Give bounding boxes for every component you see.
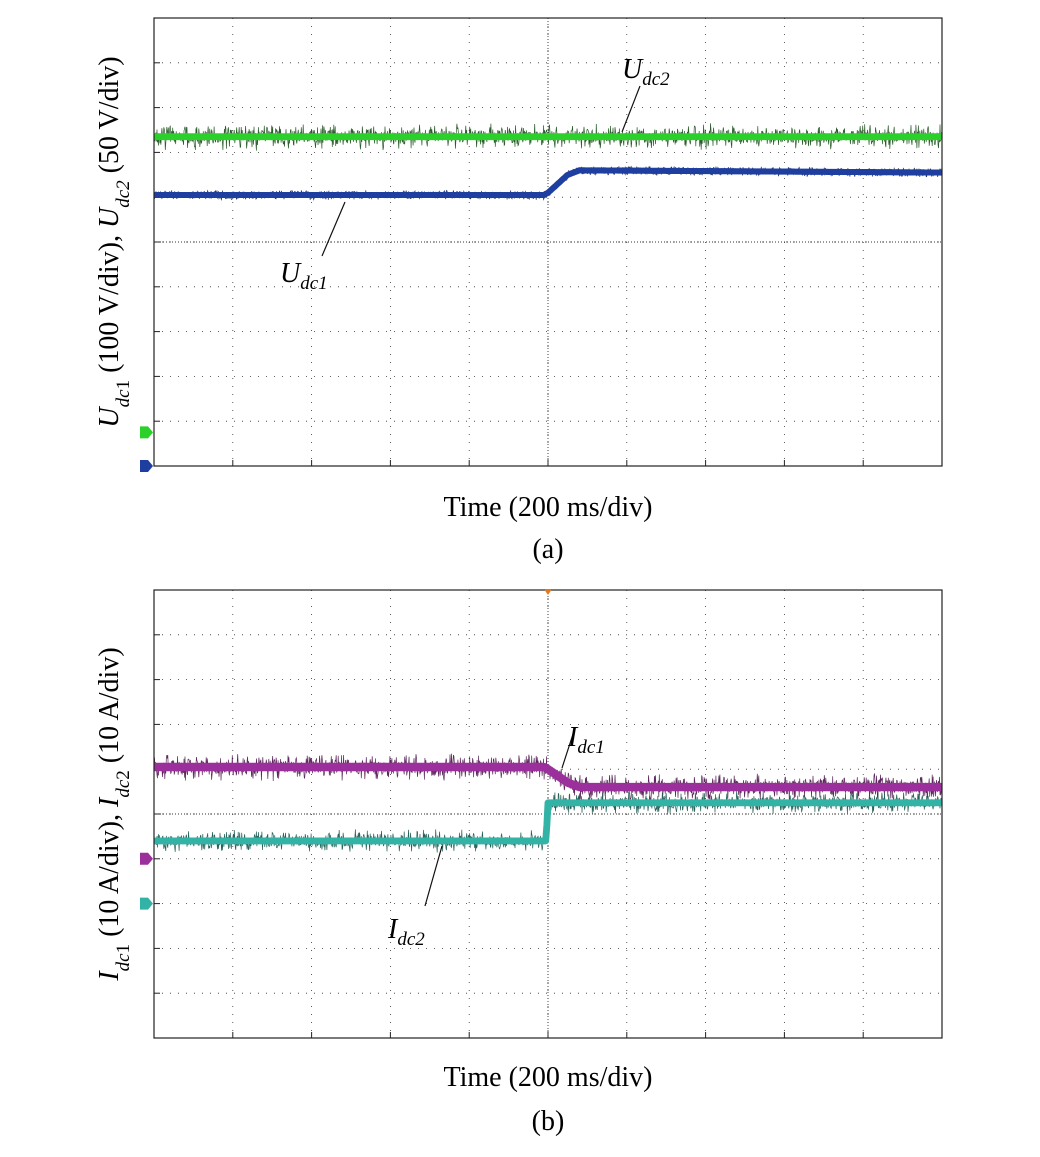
x-axis-label-b: Time (200 ms/div) <box>444 1062 653 1093</box>
trace-noise-idc1 <box>153 753 943 801</box>
channel-marker-idc2 <box>140 897 153 910</box>
trigger-marker <box>544 589 552 595</box>
trace-udc1 <box>152 167 944 199</box>
annotation-leader <box>561 727 576 769</box>
annotation-leader <box>321 201 346 257</box>
annotation-label-udc2: Udc2 <box>622 54 670 90</box>
channel-marker-udc2 <box>140 426 153 439</box>
channel-markers-b <box>140 589 552 910</box>
annotations-b: Idc1 Idc2 <box>387 722 605 950</box>
y-axis-label-b: Idc1 (10 A/div), Idc2 (10 A/div) <box>94 647 134 981</box>
y-axis-label-a: Udc1 (100 V/div), Udc2 (50 V/div) <box>94 56 134 427</box>
traces-a <box>151 123 945 202</box>
trace-idc2 <box>151 799 945 845</box>
annotation-label-udc1: Udc1 <box>280 258 328 294</box>
annotation-leader <box>621 85 641 133</box>
annotation-label-idc2: Idc2 <box>387 914 425 950</box>
grid-a <box>154 18 942 466</box>
annotations-a: Udc2 Udc1 <box>280 54 670 294</box>
traces-b <box>150 753 946 853</box>
panel-label-a: (a) <box>532 534 563 565</box>
channel-marker-udc1 <box>140 460 153 472</box>
panel-label-b: (b) <box>532 1106 565 1137</box>
x-axis-label-a: Time (200 ms/div) <box>444 492 653 523</box>
plot-frame-a <box>153 17 943 467</box>
annotation-label-idc1: Idc1 <box>567 722 605 758</box>
channel-marker-idc1 <box>140 852 153 865</box>
panel-a: Udc2 Udc1 Udc1 (100 V/div), Udc2 (50 V/di… <box>94 17 945 565</box>
trace-idc1 <box>150 762 946 792</box>
channel-markers-a <box>140 426 153 472</box>
annotation-leader <box>424 845 443 907</box>
panel-b: Idc1 Idc2 Idc1 (10 A/div), Idc2 (10 A/div… <box>94 589 946 1137</box>
